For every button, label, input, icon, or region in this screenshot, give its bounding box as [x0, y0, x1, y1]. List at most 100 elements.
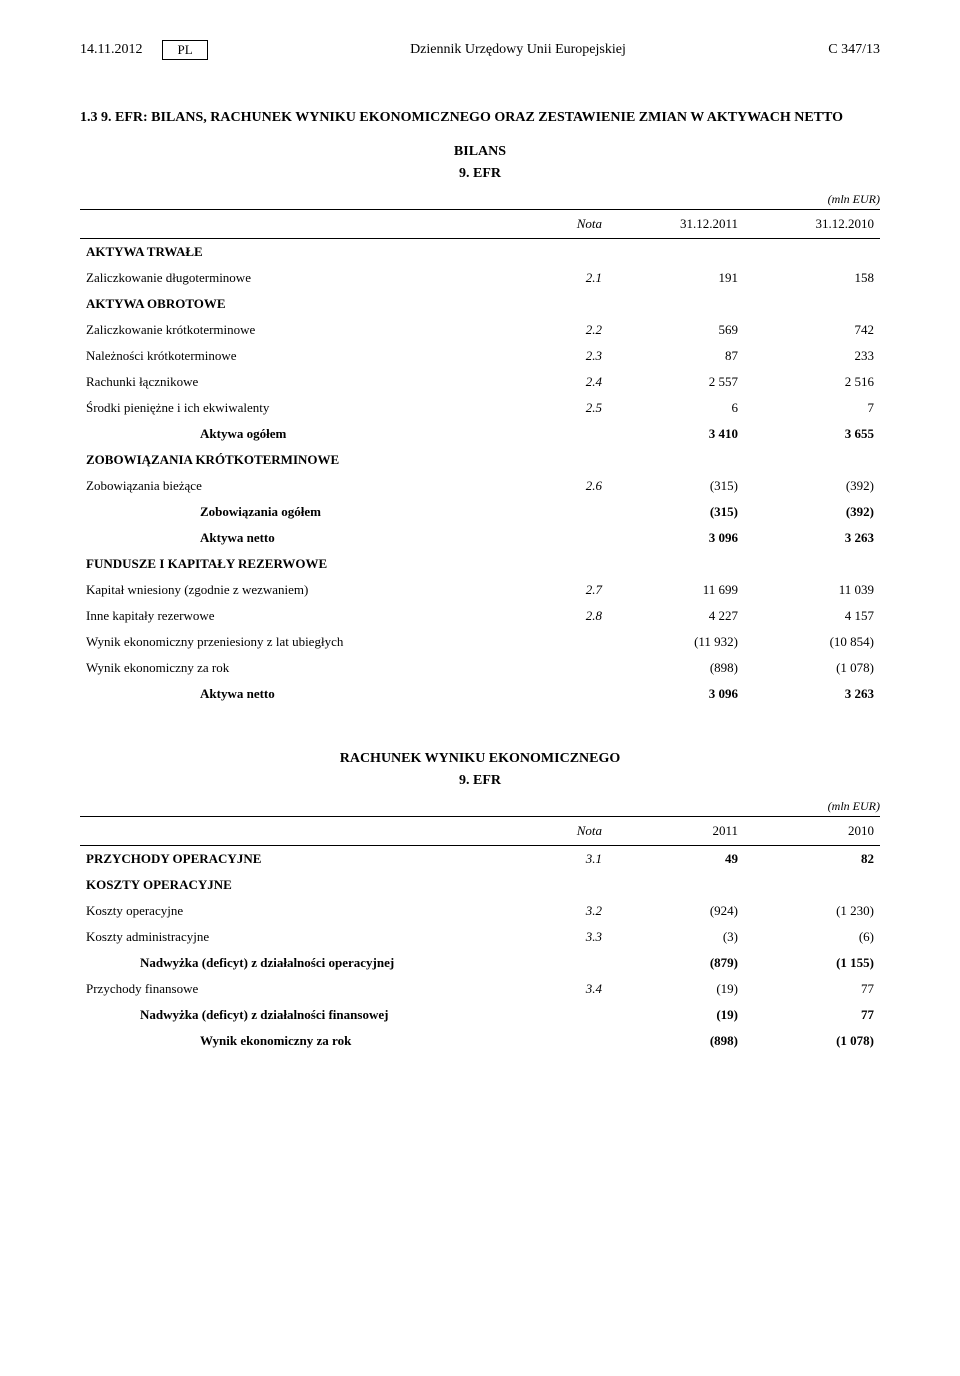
row-value-1: 6 — [608, 395, 744, 421]
row-value-2: 158 — [744, 265, 880, 291]
row-value-2: (1 078) — [744, 655, 880, 681]
col-nota: Nota — [520, 210, 608, 239]
row-label: Środki pieniężne i ich ekwiwalenty — [80, 395, 520, 421]
row-value-2: (1 230) — [744, 898, 880, 924]
row-label: Należności krótkoterminowe — [80, 343, 520, 369]
row-nota: 2.6 — [520, 473, 608, 499]
table-row: Kapitał wniesiony (zgodnie z wezwaniem)2… — [80, 577, 880, 603]
row-value-1: (19) — [608, 1002, 744, 1028]
row-value-1: 2 557 — [608, 369, 744, 395]
row-nota: 3.4 — [520, 976, 608, 1002]
table-row: KOSZTY OPERACYJNE — [80, 872, 880, 898]
table-row: Aktywa netto3 0963 263 — [80, 525, 880, 551]
row-label: Przychody finansowe — [80, 976, 520, 1002]
header-language: PL — [162, 40, 207, 60]
row-label: Zaliczkowanie krótkoterminowe — [80, 317, 520, 343]
col-period1: 31.12.2011 — [608, 210, 744, 239]
table-row: Zaliczkowanie krótkoterminowe2.2569742 — [80, 317, 880, 343]
col-nota: Nota — [520, 817, 608, 846]
row-label: Koszty operacyjne — [80, 898, 520, 924]
row-nota: 2.4 — [520, 369, 608, 395]
row-label: Zobowiązania bieżące — [80, 473, 520, 499]
income-title: RACHUNEK WYNIKU EKONOMICZNEGO — [80, 751, 880, 767]
table-row: Inne kapitały rezerwowe2.84 2274 157 — [80, 603, 880, 629]
row-value-2 — [744, 551, 880, 577]
row-nota — [520, 291, 608, 317]
row-value-2 — [744, 291, 880, 317]
balance-subtitle: 9. EFR — [80, 166, 880, 182]
row-label: Aktywa ogółem — [80, 421, 520, 447]
table-header-row: Nota 2011 2010 — [80, 817, 880, 846]
row-value-2: (392) — [744, 499, 880, 525]
row-nota: 2.8 — [520, 603, 608, 629]
row-nota — [520, 421, 608, 447]
row-label: Zaliczkowanie długoterminowe — [80, 265, 520, 291]
row-value-2: (10 854) — [744, 629, 880, 655]
row-value-1: 3 410 — [608, 421, 744, 447]
row-label: Inne kapitały rezerwowe — [80, 603, 520, 629]
row-label: Wynik ekonomiczny przeniesiony z lat ubi… — [80, 629, 520, 655]
row-value-2: 11 039 — [744, 577, 880, 603]
row-nota: 2.2 — [520, 317, 608, 343]
row-nota: 3.2 — [520, 898, 608, 924]
row-label: AKTYWA OBROTOWE — [80, 291, 520, 317]
header-journal: Dziennik Urzędowy Unii Europejskiej — [248, 42, 789, 58]
row-value-2: (392) — [744, 473, 880, 499]
table-row: Koszty operacyjne3.2(924)(1 230) — [80, 898, 880, 924]
row-nota — [520, 499, 608, 525]
row-nota — [520, 525, 608, 551]
row-value-1: 3 096 — [608, 525, 744, 551]
table-row: AKTYWA TRWAŁE — [80, 239, 880, 266]
row-label: Nadwyżka (deficyt) z działalności operac… — [80, 950, 520, 976]
table-row: AKTYWA OBROTOWE — [80, 291, 880, 317]
income-unit: (mln EUR) — [80, 799, 880, 814]
table-row: Przychody finansowe3.4(19)77 — [80, 976, 880, 1002]
row-value-1: (898) — [608, 655, 744, 681]
table-row: Wynik ekonomiczny za rok (898)(1 078) — [80, 655, 880, 681]
balance-title: BILANS — [80, 144, 880, 160]
row-nota: 3.3 — [520, 924, 608, 950]
row-value-1: 11 699 — [608, 577, 744, 603]
row-nota — [520, 1002, 608, 1028]
row-value-1: (924) — [608, 898, 744, 924]
row-label: Wynik ekonomiczny za rok — [80, 655, 520, 681]
row-label: AKTYWA TRWAŁE — [80, 239, 520, 266]
balance-unit: (mln EUR) — [80, 192, 880, 207]
row-value-1: 49 — [608, 846, 744, 873]
row-nota: 3.1 — [520, 846, 608, 873]
row-nota — [520, 447, 608, 473]
row-value-1 — [608, 447, 744, 473]
row-nota — [520, 950, 608, 976]
row-value-2: 77 — [744, 976, 880, 1002]
row-value-2: 233 — [744, 343, 880, 369]
row-value-2: 4 157 — [744, 603, 880, 629]
row-value-1 — [608, 239, 744, 266]
row-nota — [520, 239, 608, 266]
row-value-2: 82 — [744, 846, 880, 873]
row-label: Rachunki łącznikowe — [80, 369, 520, 395]
table-row: Wynik ekonomiczny za rok(898)(1 078) — [80, 1028, 880, 1054]
table-row: Zobowiązania bieżące2.6(315)(392) — [80, 473, 880, 499]
table-row: Nadwyżka (deficyt) z działalności finans… — [80, 1002, 880, 1028]
row-value-2: 7 — [744, 395, 880, 421]
row-nota — [520, 629, 608, 655]
row-label: Wynik ekonomiczny za rok — [80, 1028, 520, 1054]
row-value-1: (11 932) — [608, 629, 744, 655]
section-title: EFR: BILANS, RACHUNEK WYNIKU EKONOMICZNE… — [115, 110, 843, 125]
table-row: Środki pieniężne i ich ekwiwalenty2.567 — [80, 395, 880, 421]
row-value-2: 3 263 — [744, 525, 880, 551]
row-value-1: (315) — [608, 499, 744, 525]
income-subtitle: 9. EFR — [80, 773, 880, 789]
row-nota: 2.1 — [520, 265, 608, 291]
col-period2: 31.12.2010 — [744, 210, 880, 239]
row-value-2: (1 155) — [744, 950, 880, 976]
row-label: Koszty administracyjne — [80, 924, 520, 950]
row-value-1: (898) — [608, 1028, 744, 1054]
row-nota: 2.5 — [520, 395, 608, 421]
table-row: Należności krótkoterminowe2.387233 — [80, 343, 880, 369]
row-value-1: (315) — [608, 473, 744, 499]
table-row: FUNDUSZE I KAPITAŁY REZERWOWE — [80, 551, 880, 577]
row-value-1: (19) — [608, 976, 744, 1002]
row-nota: 2.7 — [520, 577, 608, 603]
row-value-1: 87 — [608, 343, 744, 369]
